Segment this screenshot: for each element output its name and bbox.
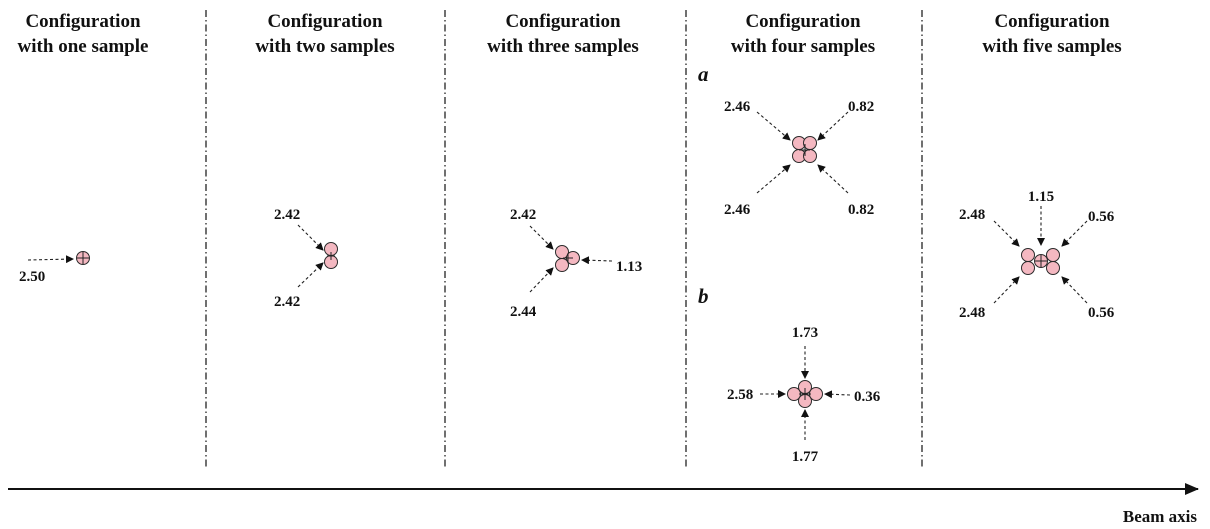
panel-title-five: Configuration with five samples	[982, 11, 1121, 57]
beam-arrow	[993, 276, 1020, 304]
value-label: 2.42	[274, 207, 300, 223]
sublabel-b: b	[698, 284, 709, 308]
beam-arrow	[824, 390, 851, 399]
panel-title-line1: Configuration	[25, 11, 141, 32]
value-label: 0.36	[854, 389, 881, 405]
value-label: 1.77	[792, 449, 819, 465]
config-four-samples-a: a 2.46 0.82 2.46 0.82	[698, 62, 874, 218]
panel-title-line2: with one sample	[18, 36, 149, 57]
center-cross	[327, 252, 335, 260]
value-label: 2.44	[510, 304, 537, 320]
panel-title-four: Configuration with four samples	[731, 11, 875, 57]
sample-circle	[1046, 248, 1060, 262]
beam-arrow	[817, 111, 849, 141]
panel-title-line1: Configuration	[505, 11, 621, 32]
sample-circle	[1046, 261, 1060, 275]
config-one-sample: 2.50	[19, 251, 90, 285]
beam-arrow	[1061, 276, 1088, 304]
beam-arrow	[27, 255, 74, 264]
value-label: 2.46	[724, 202, 751, 218]
beam-arrow	[297, 262, 324, 288]
center-cross	[799, 144, 810, 156]
panel-title-line1: Configuration	[745, 11, 861, 32]
center-cross	[563, 253, 573, 263]
value-label: 0.56	[1088, 305, 1115, 321]
value-label: 2.46	[724, 99, 751, 115]
beam-arrow	[529, 267, 554, 293]
beam-arrow	[297, 224, 324, 251]
value-label: 2.42	[510, 207, 536, 223]
sample-circle	[809, 387, 823, 401]
sample-circle	[1021, 261, 1035, 275]
config-three-samples: 2.42 2.44 1.13	[510, 207, 642, 320]
value-label: 0.56	[1088, 209, 1115, 225]
value-label: 1.13	[616, 259, 642, 275]
value-label: 1.15	[1028, 189, 1054, 205]
value-label: 2.50	[19, 269, 45, 285]
value-label: 1.73	[792, 325, 818, 341]
beam-arrow	[756, 111, 791, 141]
value-label: 2.42	[274, 294, 300, 310]
center-cross	[1035, 255, 1047, 267]
panel-title-line2: with two samples	[255, 36, 394, 57]
beam-arrow	[993, 220, 1020, 247]
beam-axis-label: Beam axis	[1123, 507, 1198, 526]
panel-title-line2: with five samples	[982, 36, 1121, 57]
value-label: 0.82	[848, 99, 874, 115]
sample-circle	[555, 258, 569, 272]
panel-title-three: Configuration with three samples	[487, 11, 639, 57]
config-four-samples-b: b 1.73 2.58 0.36 1.77	[698, 284, 881, 465]
panel-title-line1: Configuration	[267, 11, 383, 32]
value-label: 2.48	[959, 305, 985, 321]
beam-arrow	[817, 164, 849, 194]
value-label: 0.82	[848, 202, 874, 218]
beam-arrow	[529, 225, 554, 250]
panel-title-one: Configuration with one sample	[18, 11, 149, 57]
center-cross	[799, 388, 811, 400]
beam-arrow	[756, 164, 791, 194]
config-two-samples: 2.42 2.42	[274, 207, 338, 310]
panel-title-line2: with three samples	[487, 36, 639, 57]
config-five-samples: 2.48 1.15 0.56 2.48 0.56	[959, 189, 1115, 321]
sublabel-a: a	[698, 62, 709, 86]
panel-title-line2: with four samples	[731, 36, 875, 57]
panel-title-two: Configuration with two samples	[255, 11, 394, 57]
panel-title-line1: Configuration	[994, 11, 1110, 32]
value-label: 2.58	[727, 387, 753, 403]
center-cross	[77, 252, 89, 264]
sample-circle	[1021, 248, 1035, 262]
beam-arrow	[581, 256, 613, 265]
value-label: 2.48	[959, 207, 985, 223]
beam-arrow	[1061, 220, 1088, 247]
